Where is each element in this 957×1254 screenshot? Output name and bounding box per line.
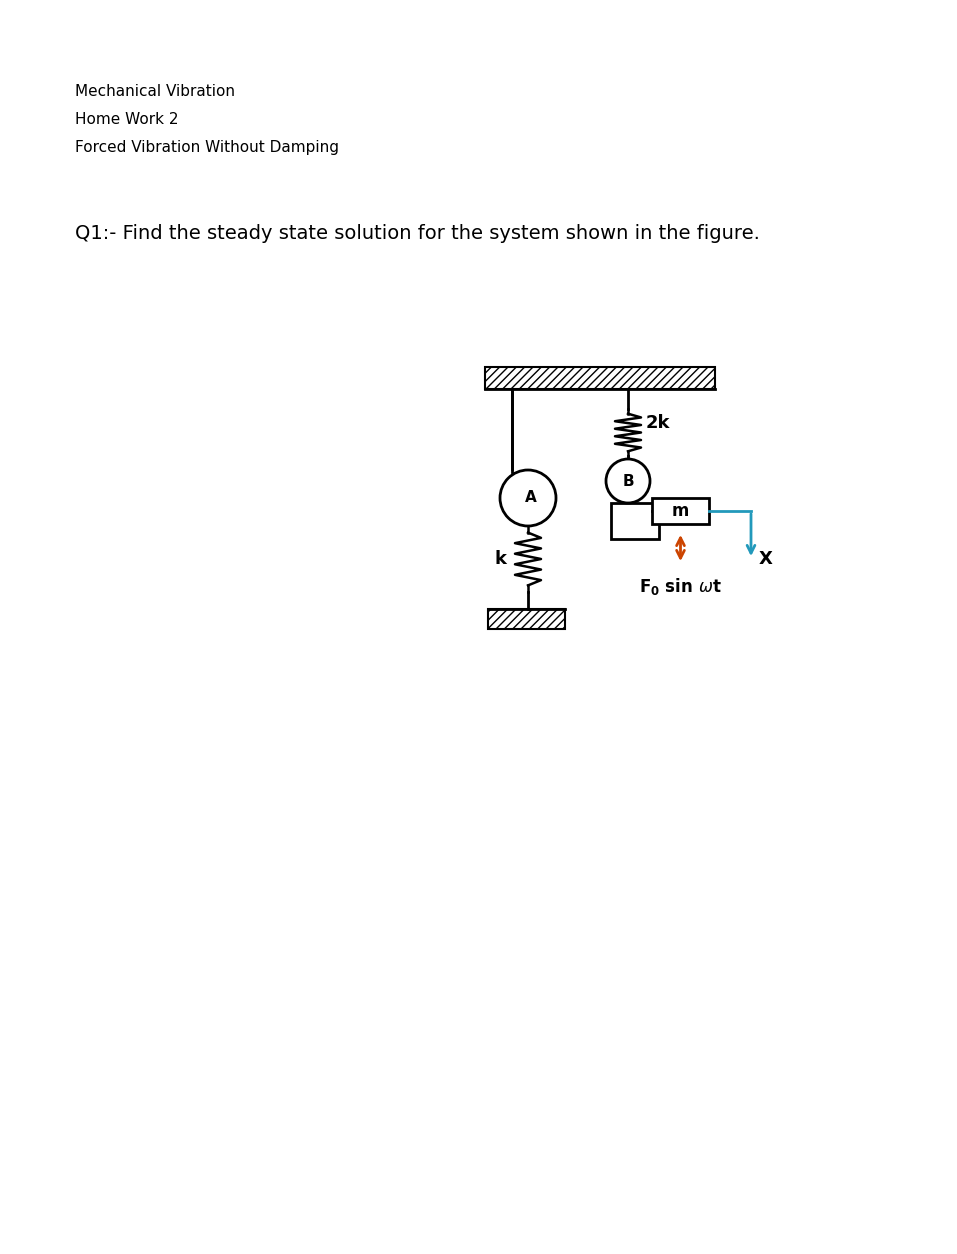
Text: $\mathbf{F_0}$ sin $\omega$t: $\mathbf{F_0}$ sin $\omega$t	[639, 576, 722, 597]
Text: A: A	[525, 490, 537, 505]
Bar	[485, 367, 715, 389]
Text: Forced Vibration Without Damping: Forced Vibration Without Damping	[75, 140, 339, 155]
Text: k: k	[494, 551, 506, 568]
Text: m: m	[672, 502, 689, 520]
Bar	[488, 609, 565, 630]
Bar	[652, 498, 709, 524]
Text: Q1:- Find the steady state solution for the system shown in the figure.: Q1:- Find the steady state solution for …	[75, 224, 760, 243]
Text: X: X	[759, 551, 773, 568]
Text: Home Work 2: Home Work 2	[75, 112, 179, 127]
Text: 2k: 2k	[646, 414, 671, 431]
Circle shape	[606, 459, 650, 503]
Text: Mechanical Vibration: Mechanical Vibration	[75, 84, 235, 99]
Circle shape	[500, 470, 556, 525]
Text: B: B	[622, 474, 634, 489]
Bar	[611, 503, 659, 539]
